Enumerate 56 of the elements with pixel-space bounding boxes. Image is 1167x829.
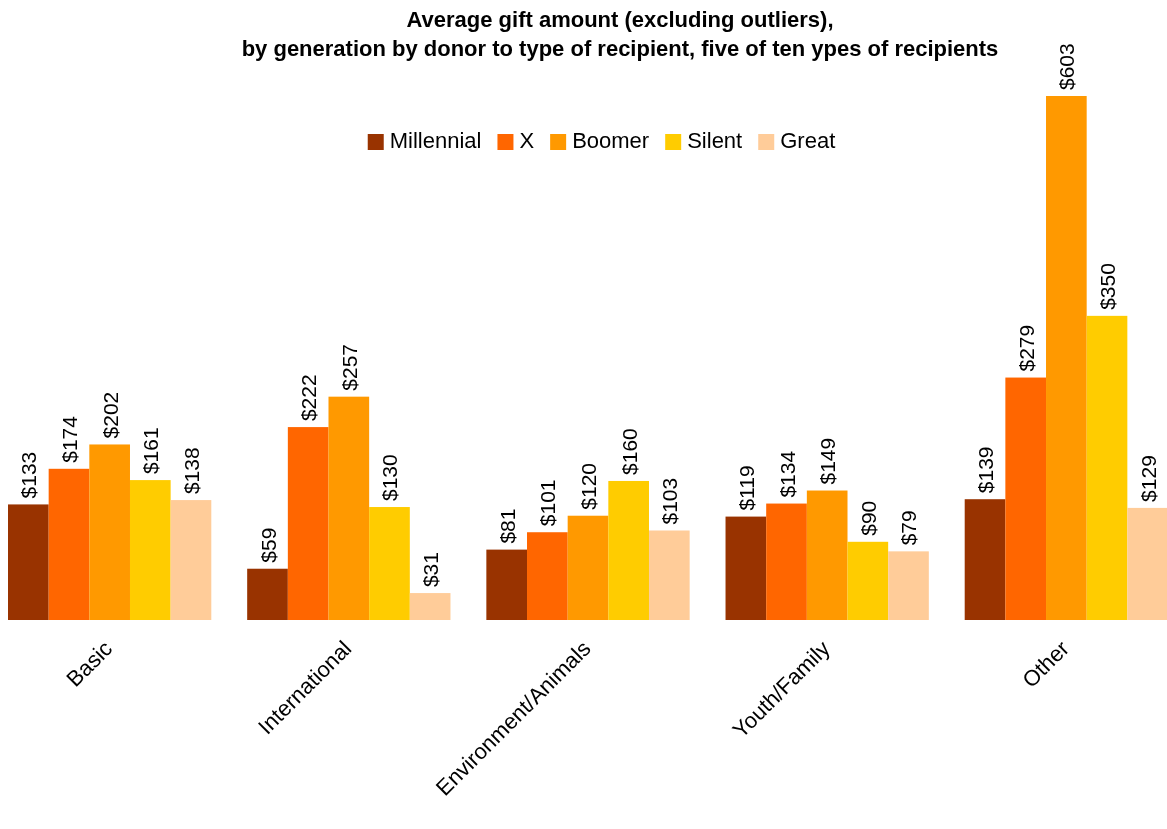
data-label: $130 xyxy=(378,454,402,502)
legend-label: Silent xyxy=(687,128,743,153)
data-label: $120 xyxy=(577,463,600,510)
data-label: $79 xyxy=(897,510,921,546)
data-label: $103 xyxy=(658,477,682,525)
data-label: $139 xyxy=(974,446,998,494)
bar xyxy=(48,468,90,620)
data-label: $603 xyxy=(1055,43,1079,90)
legend-label: Great xyxy=(780,128,836,153)
data-label: $350 xyxy=(1096,263,1120,310)
bar xyxy=(1127,507,1167,620)
bar xyxy=(766,503,807,620)
data-label: $133 xyxy=(17,451,41,499)
data-label: $119 xyxy=(734,465,758,511)
data-label: $129 xyxy=(1136,455,1160,502)
data-label: $222 xyxy=(297,374,321,422)
data-label: $174 xyxy=(57,415,81,463)
bar xyxy=(1086,315,1128,620)
bar xyxy=(888,551,929,620)
bar xyxy=(287,427,329,620)
bar xyxy=(486,549,528,620)
data-label: $138 xyxy=(179,447,203,495)
bar xyxy=(409,593,451,620)
bar xyxy=(608,480,649,620)
bar xyxy=(247,568,288,620)
chart-title: Average gift amount (excluding outliers), by generation by donor to type of recipient, five of ten ypes of recipients xyxy=(241,7,999,61)
data-label: $257 xyxy=(337,343,361,391)
bar xyxy=(964,499,1006,620)
data-label: $101 xyxy=(536,479,560,527)
bar xyxy=(170,500,212,620)
bar xyxy=(806,490,848,620)
bar xyxy=(129,480,171,620)
legend-label: Millennial xyxy=(389,128,482,153)
bar xyxy=(328,396,370,620)
bar xyxy=(567,515,609,620)
legend-label: Boomer xyxy=(572,128,650,153)
bar xyxy=(847,541,889,620)
bar xyxy=(725,516,767,620)
data-label: $134 xyxy=(775,450,799,498)
legend-label: X xyxy=(519,128,535,153)
bar xyxy=(648,530,690,620)
data-label: $161 xyxy=(139,427,163,475)
data-label: $81 xyxy=(495,508,519,544)
bar xyxy=(89,444,130,620)
bar xyxy=(8,504,49,620)
data-label: $160 xyxy=(617,428,641,475)
data-label: $202 xyxy=(98,391,122,439)
data-label: $90 xyxy=(856,500,880,536)
data-label: $59 xyxy=(256,527,280,563)
bar xyxy=(527,532,568,620)
bar xyxy=(1046,96,1087,620)
bar xyxy=(1005,377,1047,620)
data-label: $149 xyxy=(816,437,840,485)
bar xyxy=(369,507,410,620)
data-label: $31 xyxy=(419,552,443,588)
data-label: $279 xyxy=(1014,324,1038,372)
